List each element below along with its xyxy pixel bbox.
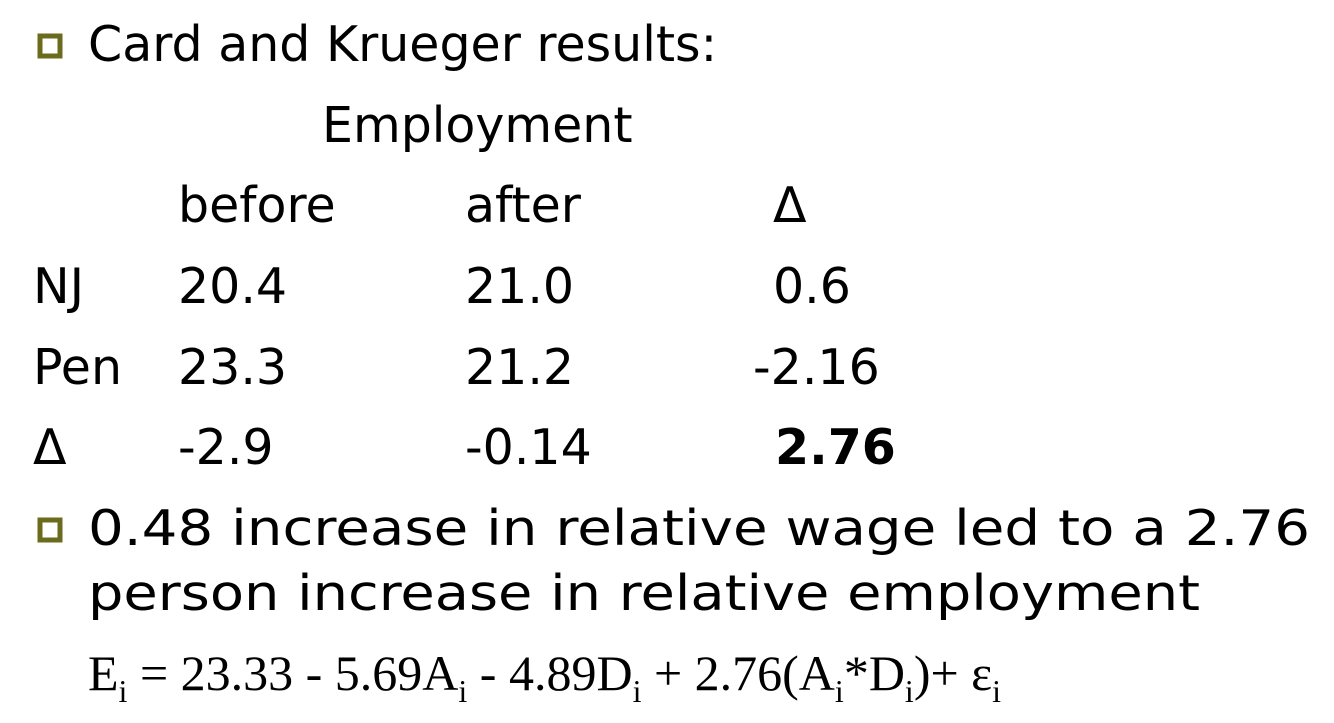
equation: Ei = 23.33 - 5.69Ai - 4.89Di + 2.76(Ai*D… (88, 645, 1001, 709)
row-label: Δ (33, 419, 67, 476)
cell: -2.16 (753, 339, 880, 396)
cell: -0.14 (465, 419, 592, 476)
bullet-text: person increase in relative employment (88, 565, 1200, 622)
equation-text: + 2.76(A (641, 645, 834, 701)
bullet-text: Card and Krueger results: (88, 16, 717, 73)
equation-subscript: i (835, 673, 844, 709)
equation-text: *D (844, 645, 905, 701)
equation-subscript: i (119, 673, 128, 709)
cell: 23.3 (178, 339, 287, 396)
equation-subscript: i (992, 673, 1001, 709)
column-header: Δ (773, 177, 807, 234)
equation-text: - 4.89D (467, 645, 632, 701)
column-header: before (178, 177, 336, 234)
cell: 20.4 (178, 258, 287, 315)
row-label: NJ (33, 258, 84, 315)
equation-subscript: i (905, 673, 914, 709)
cell: 21.2 (465, 339, 574, 396)
bullet-text: 0.48 increase in relative wage led to a … (88, 500, 1310, 557)
cell: 2.76 (775, 419, 896, 476)
equation-text: )+ ε (914, 645, 992, 701)
bullet-icon (37, 517, 63, 543)
cell: 21.0 (465, 258, 574, 315)
cell: -2.9 (178, 419, 274, 476)
cell: 0.6 (773, 258, 851, 315)
equation-subscript: i (458, 673, 467, 709)
table-heading: Employment (322, 97, 633, 154)
row-label: Pen (33, 339, 122, 396)
equation-text: E (88, 645, 119, 701)
equation-text: = 23.33 - 5.69A (127, 645, 458, 701)
bullet-icon (37, 33, 63, 59)
equation-subscript: i (633, 673, 642, 709)
column-header: after (465, 177, 582, 234)
